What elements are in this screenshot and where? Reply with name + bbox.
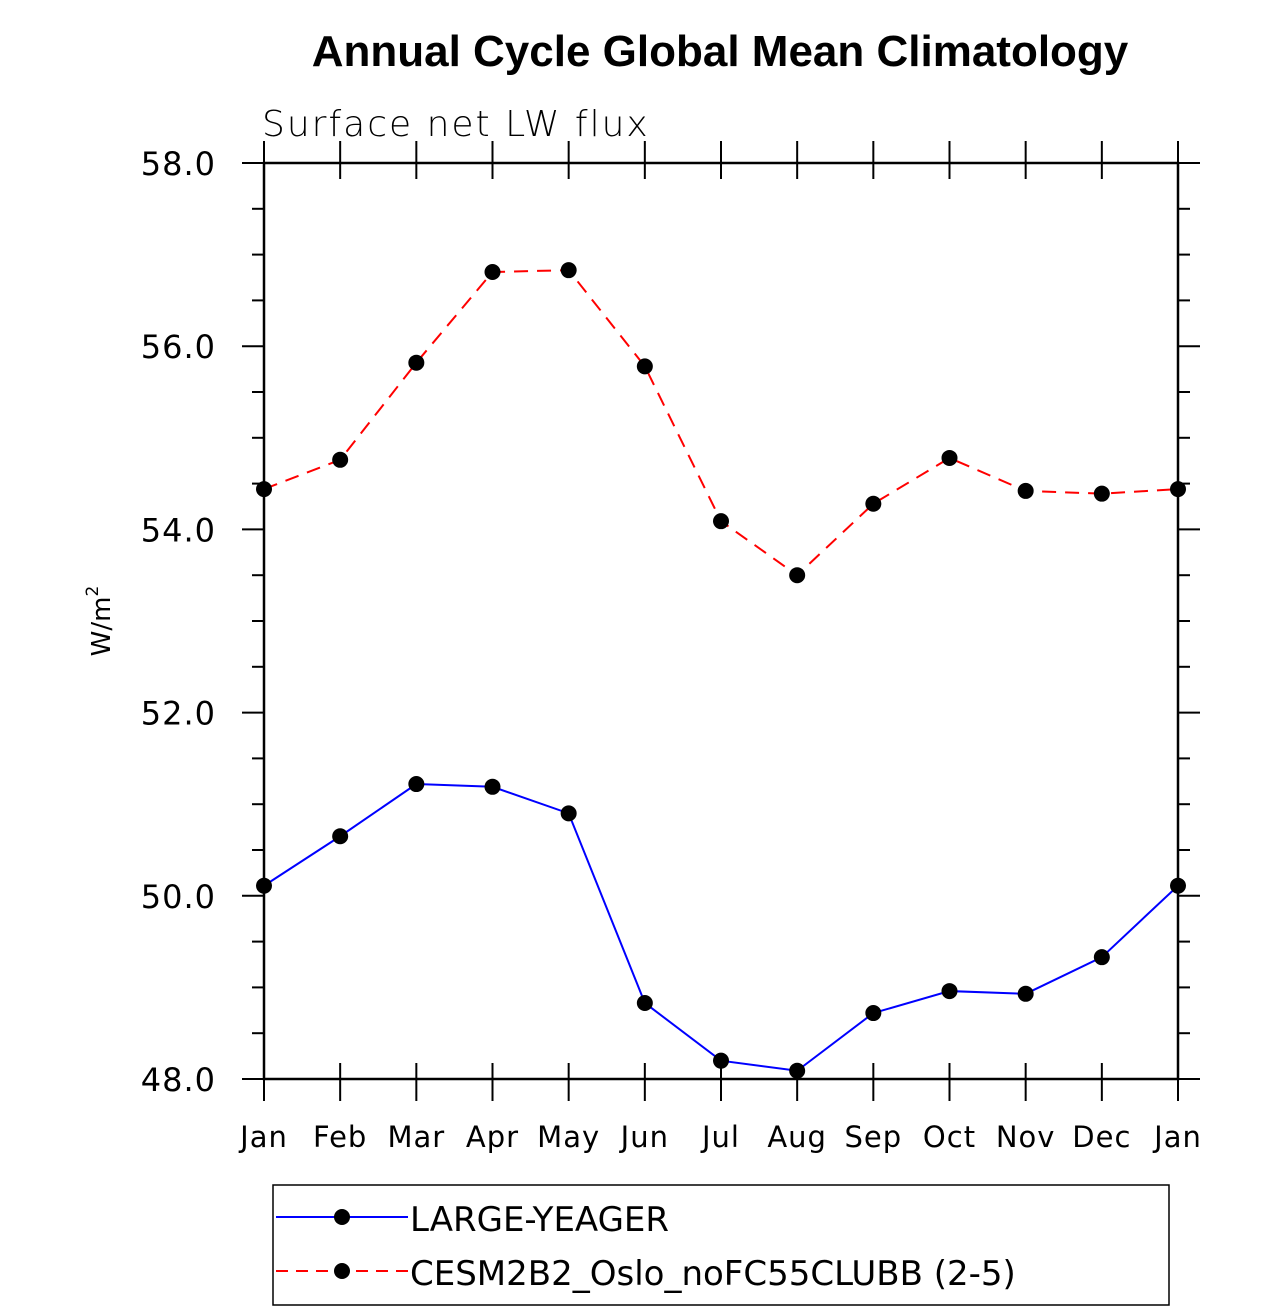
y-axis-label: W/m2 xyxy=(83,586,117,657)
legend-label-large-yeager: LARGE-YEAGER xyxy=(410,1200,669,1240)
data-point xyxy=(1017,985,1034,1002)
data-point xyxy=(713,1052,729,1069)
y-axis-label-superscript: 2 xyxy=(83,586,103,597)
series-layer xyxy=(256,262,1186,1079)
x-tick-label: Feb xyxy=(313,1120,367,1154)
data-point xyxy=(636,358,653,375)
x-tick-label: Sep xyxy=(844,1120,902,1154)
data-point xyxy=(941,983,958,1000)
data-point xyxy=(941,449,958,466)
legend-marker-cesm2b2 xyxy=(334,1263,350,1279)
y-axis: 48.0 50.0 52.0 54.0 56.0 58.0 xyxy=(141,145,1200,1099)
data-point xyxy=(1093,485,1110,502)
legend-marker-large-yeager xyxy=(334,1209,350,1225)
x-tick-label: Apr xyxy=(466,1120,519,1154)
data-point xyxy=(789,1062,806,1079)
x-tick-label: Nov xyxy=(996,1120,1056,1154)
svg-text:W/m2: W/m2 xyxy=(83,586,117,657)
data-point xyxy=(865,495,882,512)
x-tick-label: May xyxy=(537,1120,600,1154)
x-tick-label: Jan xyxy=(1152,1120,1202,1154)
data-point xyxy=(560,805,577,822)
y-tick-label: 50.0 xyxy=(141,878,216,916)
y-tick-label: 48.0 xyxy=(141,1061,216,1099)
series-line-1 xyxy=(263,269,1179,577)
x-axis: Jan Feb Mar Apr May Jun Jul Aug Sep Oct Nov Dec Jan xyxy=(238,141,1202,1154)
y-tick-label: 58.0 xyxy=(141,145,216,183)
x-tick-label: Oct xyxy=(923,1120,976,1154)
legend-label-cesm2b2: CESM2B2_Oslo_noFC55CLUBB (2-5) xyxy=(410,1254,1016,1294)
data-point xyxy=(865,1005,882,1022)
legend: LARGE-YEAGER CESM2B2_Oslo_noFC55CLUBB (2… xyxy=(272,1184,1170,1306)
data-point xyxy=(560,262,577,279)
data-point xyxy=(332,828,349,845)
data-point xyxy=(332,451,349,468)
data-point xyxy=(1170,481,1186,498)
data-point xyxy=(1017,482,1034,499)
y-tick-label: 52.0 xyxy=(141,695,216,733)
y-tick-label: 56.0 xyxy=(141,328,216,366)
y-axis-label-text: W/m xyxy=(87,597,117,657)
x-tick-label: Mar xyxy=(387,1120,445,1154)
data-point xyxy=(713,513,729,530)
x-tick-label: Dec xyxy=(1072,1120,1131,1154)
plot-frame xyxy=(262,161,1180,1081)
data-point xyxy=(1093,949,1110,966)
data-point xyxy=(484,778,501,795)
x-tick-label: Jun xyxy=(619,1120,669,1154)
data-point xyxy=(408,776,425,793)
chart-subtitle: Surface net LW flux xyxy=(262,104,650,145)
data-point xyxy=(408,354,425,371)
series-line-0 xyxy=(263,783,1179,1072)
y-tick-label: 54.0 xyxy=(141,511,216,549)
data-point xyxy=(484,264,501,281)
chart-title: Annual Cycle Global Mean Climatology xyxy=(312,27,1129,76)
x-tick-label: Jan xyxy=(238,1120,288,1154)
legend-box xyxy=(272,1184,1170,1306)
data-point xyxy=(256,877,272,894)
data-point xyxy=(636,994,653,1011)
data-point xyxy=(789,567,806,584)
data-point xyxy=(256,481,272,498)
x-tick-label: Aug xyxy=(767,1120,827,1154)
data-point xyxy=(1170,877,1186,894)
x-tick-label: Jul xyxy=(700,1120,740,1154)
